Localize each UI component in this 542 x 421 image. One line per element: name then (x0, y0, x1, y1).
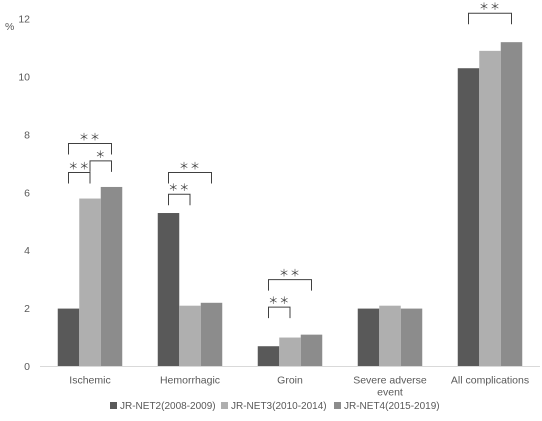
legend-label: JR-NET2(2008-2009) (120, 401, 216, 412)
legend-label: JR-NET4(2015-2019) (344, 401, 440, 412)
y-axis-unit-label: % (5, 21, 14, 33)
bar (500, 42, 523, 367)
legend-swatch (110, 402, 117, 409)
category-labels: Ischemic Hemorrhagic Groin Severe adverse ev… (69, 375, 529, 399)
significance-bracket (168, 193, 191, 206)
y-tick-label: 0 (24, 361, 30, 373)
category-label: Ischemic (69, 375, 110, 387)
bar (457, 68, 480, 367)
significance-label: ＊＊ (179, 161, 201, 172)
y-tick-label: 4 (24, 245, 30, 257)
significance-bracket (89, 160, 112, 172)
significance-label: ＊＊ (168, 183, 190, 194)
bar (100, 186, 123, 367)
y-tick-label: 12 (18, 14, 30, 26)
bar (479, 50, 501, 367)
significance-label: ＊＊ (268, 296, 290, 307)
bar (179, 305, 201, 367)
y-axis-ticks: 0 2 4 6 8 10 12 (18, 14, 30, 374)
bar (257, 346, 280, 367)
bar (57, 308, 80, 367)
bar (400, 308, 423, 367)
y-tick-label: 2 (24, 303, 30, 315)
significance-bracket (268, 306, 291, 319)
category-label: Groin (277, 375, 303, 387)
significance-bracket (68, 143, 112, 155)
bars (57, 42, 523, 367)
y-tick-label: 10 (18, 71, 30, 83)
category-label: Severe adverse event (353, 375, 427, 399)
bar (200, 302, 223, 367)
significance-brackets: ＊＊＊＊＊ ＊＊＊＊＊＊＊＊＊＊ (68, 2, 512, 319)
legend: JR-NET2(2008-2009) JR-NET3(2010-2014) JR-N… (110, 401, 440, 412)
category-label: Hemorrhagic (160, 375, 220, 387)
legend-swatch (334, 402, 341, 409)
bar (157, 213, 180, 367)
legend-swatch (221, 402, 228, 409)
significance-label: ＊ (95, 150, 106, 161)
category-label: All complications (451, 375, 529, 387)
y-tick-label: 8 (24, 129, 30, 141)
bar (279, 337, 301, 367)
significance-bracket (468, 12, 512, 25)
significance-bracket (268, 279, 312, 291)
significance-label: ＊＊ (79, 133, 101, 144)
significance-label: ＊＊ (279, 269, 301, 280)
significance-label: ＊＊ (68, 161, 90, 172)
bar (300, 334, 323, 367)
bar (79, 198, 101, 367)
bar (357, 308, 380, 367)
bar (379, 305, 401, 367)
significance-bracket (68, 171, 91, 184)
significance-label: ＊＊ (479, 2, 501, 13)
y-tick-label: 6 (24, 187, 30, 199)
legend-label: JR-NET3(2010-2014) (231, 401, 327, 412)
significance-bracket (168, 171, 212, 184)
